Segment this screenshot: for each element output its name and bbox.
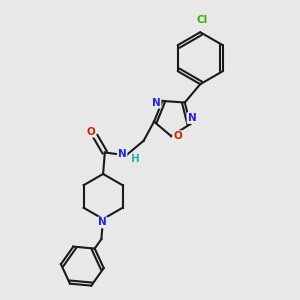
Text: N: N [118,149,127,159]
Text: H: H [130,154,139,164]
Text: N: N [152,98,161,108]
Text: O: O [87,127,95,137]
Text: O: O [173,131,182,141]
Text: N: N [188,113,196,123]
Text: Cl: Cl [196,15,208,25]
Text: N: N [98,218,107,227]
